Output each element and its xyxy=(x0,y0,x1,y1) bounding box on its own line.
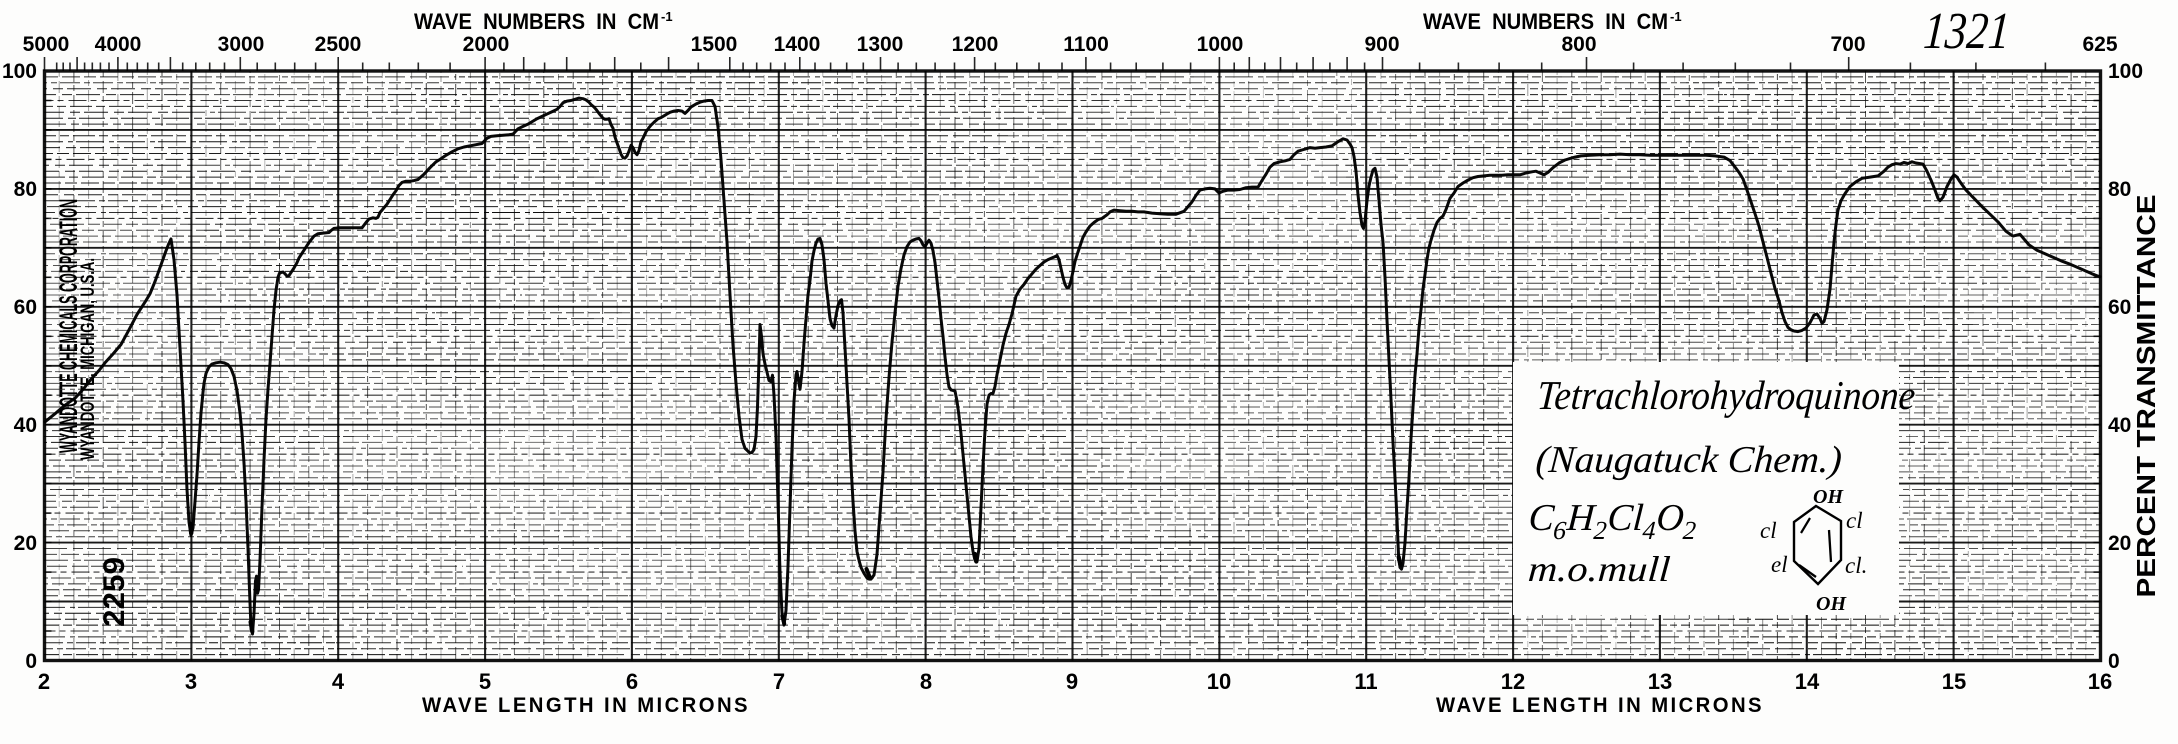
svg-text:60: 60 xyxy=(2108,296,2131,319)
svg-text:5000: 5000 xyxy=(23,33,70,56)
svg-text:3: 3 xyxy=(185,669,197,694)
svg-text:1200: 1200 xyxy=(952,33,999,56)
svg-text:0: 0 xyxy=(2108,650,2120,673)
svg-text:PERCENT TRANSMITTANCE: PERCENT TRANSMITTANCE xyxy=(2131,195,2161,598)
svg-text:12: 12 xyxy=(1501,669,1525,694)
svg-text:1100: 1100 xyxy=(1063,33,1109,56)
svg-text:100: 100 xyxy=(2,60,37,83)
svg-text:cl: cl xyxy=(1846,508,1863,533)
svg-text:80: 80 xyxy=(2108,178,2131,201)
svg-text:(Naugatuck Chem.): (Naugatuck Chem.) xyxy=(1534,439,1843,481)
svg-text:7: 7 xyxy=(773,669,785,694)
svg-text:20: 20 xyxy=(14,532,37,555)
svg-text:700: 700 xyxy=(1830,33,1865,56)
svg-text:4000: 4000 xyxy=(95,33,142,56)
svg-text:-1: -1 xyxy=(661,9,673,24)
svg-text:OH: OH xyxy=(1816,593,1847,615)
svg-text:14: 14 xyxy=(1795,669,1820,694)
svg-text:8: 8 xyxy=(920,669,932,694)
svg-text:WAVE NUMBERS IN CM: WAVE NUMBERS IN CM xyxy=(414,9,659,34)
svg-text:1000: 1000 xyxy=(1197,33,1244,56)
svg-text:2259: 2259 xyxy=(98,557,131,627)
svg-text:WAVE NUMBERS IN CM: WAVE NUMBERS IN CM xyxy=(1423,9,1668,34)
svg-text:1300: 1300 xyxy=(857,33,904,56)
svg-text:3000: 3000 xyxy=(218,33,265,56)
svg-text:16: 16 xyxy=(2088,669,2112,694)
svg-text:0: 0 xyxy=(25,650,37,673)
svg-text:C6H2Cl4O2: C6H2Cl4O2 xyxy=(1527,497,1698,545)
svg-text:1321: 1321 xyxy=(1922,3,2012,60)
svg-text:15: 15 xyxy=(1942,669,1966,694)
svg-text:20: 20 xyxy=(2108,532,2131,555)
svg-text:1400: 1400 xyxy=(774,33,821,56)
svg-text:80: 80 xyxy=(14,178,37,201)
svg-text:WAVE LENGTH IN MICRONS: WAVE LENGTH IN MICRONS xyxy=(422,694,750,717)
svg-text:60: 60 xyxy=(14,296,37,319)
svg-text:-1: -1 xyxy=(1670,9,1682,24)
svg-text:2500: 2500 xyxy=(315,33,362,56)
svg-text:WAVE LENGTH IN MICRONS: WAVE LENGTH IN MICRONS xyxy=(1436,694,1764,717)
svg-text:9: 9 xyxy=(1066,669,1078,694)
svg-text:m.o.mull: m.o.mull xyxy=(1527,549,1672,589)
svg-text:900: 900 xyxy=(1364,33,1399,56)
svg-text:OH: OH xyxy=(1813,486,1844,508)
svg-text:40: 40 xyxy=(14,414,37,437)
svg-text:13: 13 xyxy=(1648,669,1672,694)
svg-text:Tetrachlorohydroquinone: Tetrachlorohydroquinone xyxy=(1536,372,1917,418)
svg-text:WYANDOTTE, MICHIGAN, U.S.A.: WYANDOTTE, MICHIGAN, U.S.A. xyxy=(78,258,99,460)
svg-text:2: 2 xyxy=(38,669,50,694)
svg-text:6: 6 xyxy=(626,669,638,694)
svg-text:el: el xyxy=(1771,552,1788,577)
svg-text:1500: 1500 xyxy=(691,33,738,56)
svg-text:10: 10 xyxy=(1207,669,1231,694)
svg-text:40: 40 xyxy=(2108,414,2131,437)
svg-text:5: 5 xyxy=(479,669,491,694)
svg-text:625: 625 xyxy=(2082,33,2117,56)
svg-text:11: 11 xyxy=(1354,669,1377,694)
svg-text:800: 800 xyxy=(1561,33,1596,56)
svg-text:cl: cl xyxy=(1760,518,1777,543)
svg-text:2000: 2000 xyxy=(463,33,510,56)
svg-text:4: 4 xyxy=(332,669,345,694)
svg-text:cl.: cl. xyxy=(1845,553,1867,578)
svg-text:100: 100 xyxy=(2108,60,2143,83)
